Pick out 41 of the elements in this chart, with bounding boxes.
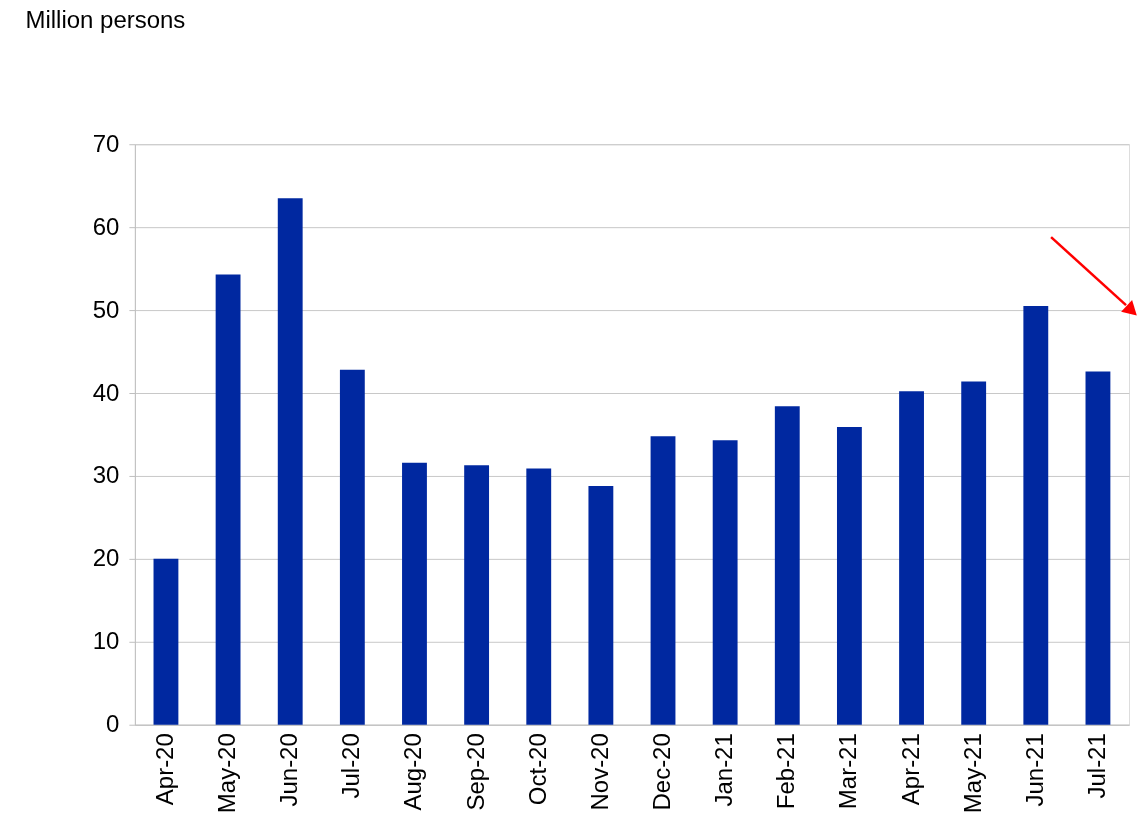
- bar: [961, 381, 987, 725]
- bar: [215, 274, 241, 725]
- x-tick-label: Jun-20: [275, 733, 303, 807]
- bar: [153, 558, 179, 725]
- bar: [1085, 371, 1111, 725]
- x-tick-label: Jun-21: [1020, 733, 1048, 807]
- x-tick-label: May-20: [213, 733, 241, 814]
- x-tick-label: Apr-20: [150, 733, 178, 806]
- bar: [464, 465, 490, 725]
- y-tick-label: 10: [92, 627, 120, 655]
- y-tick-label: 0: [106, 710, 120, 738]
- x-tick-label: Nov-20: [585, 733, 613, 811]
- y-tick-label: 40: [92, 378, 120, 406]
- bar: [588, 485, 614, 725]
- y-tick-label: 60: [92, 212, 120, 240]
- bar: [836, 427, 862, 725]
- x-tick-label: Oct-20: [523, 733, 551, 806]
- bar: [712, 440, 738, 725]
- x-tick-label: Mar-21: [834, 733, 862, 810]
- x-tick-label: Feb-21: [772, 733, 800, 810]
- x-tick-label: Jan-21: [710, 733, 738, 807]
- bar: [774, 406, 800, 725]
- y-axis-title: Million persons: [25, 5, 186, 33]
- bar: [899, 391, 924, 725]
- y-tick-label: 70: [92, 129, 120, 157]
- x-tick-label: Sep-20: [461, 733, 489, 811]
- bar: [1023, 305, 1049, 725]
- bar: [339, 369, 365, 725]
- x-tick-label: Dec-20: [648, 733, 676, 811]
- x-tick-label: Apr-21: [896, 733, 924, 806]
- bar: [650, 436, 676, 725]
- bar: [526, 468, 552, 725]
- y-tick-label: 20: [92, 544, 120, 572]
- x-tick-label: May-21: [958, 733, 986, 814]
- x-tick-label: Aug-20: [399, 733, 427, 811]
- x-tick-label: Jul-20: [337, 733, 365, 799]
- y-tick-label: 30: [92, 461, 120, 489]
- bar: [277, 198, 303, 725]
- y-tick-label: 50: [92, 295, 120, 323]
- bar: [402, 462, 427, 725]
- x-tick-label: Jul-21: [1082, 733, 1110, 799]
